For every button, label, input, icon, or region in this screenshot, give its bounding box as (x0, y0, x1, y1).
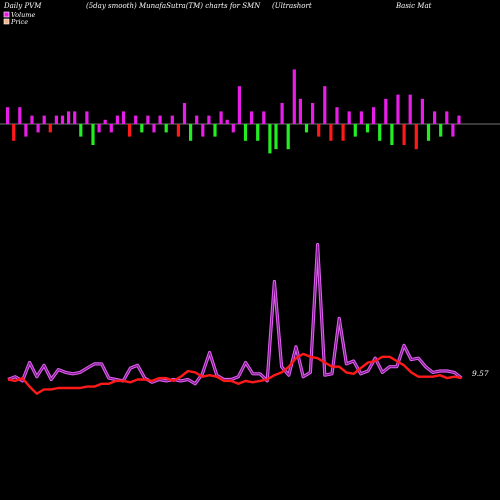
volume-bar (73, 111, 77, 124)
chart-title-left: Daily PVM (3, 2, 42, 10)
legend-price-swatch (3, 18, 10, 25)
volume-bar (195, 115, 199, 124)
volume-bar (256, 124, 260, 141)
volume-bar (353, 124, 357, 137)
volume-bar (280, 103, 284, 124)
price-line (7, 352, 462, 395)
volume-bar (146, 115, 150, 124)
volume-bar (262, 111, 266, 124)
last-price-label: 9.57 (472, 369, 489, 378)
volume-bar (48, 124, 52, 133)
volume-bar (54, 115, 58, 124)
volume-bar (420, 98, 424, 124)
volume-bar (384, 98, 388, 124)
volume-bar (378, 124, 382, 141)
volume-bar (243, 124, 248, 141)
volume-bar (189, 124, 193, 141)
volume-bar (91, 124, 95, 145)
volume-bar (408, 94, 412, 124)
volume-bar (134, 115, 138, 124)
volume-bar (201, 124, 205, 137)
chart-title-middle: (5day smooth) MunafaSutra(TM) charts for… (86, 2, 261, 10)
volume-bar (426, 124, 431, 141)
volume-bar (323, 86, 327, 124)
volume-bar (231, 124, 235, 133)
volume-bar (329, 124, 333, 141)
volume-bar (445, 111, 449, 124)
volume-bar (152, 124, 156, 133)
volume-bar (170, 115, 174, 124)
volume-bar (317, 124, 321, 137)
volume-bar (372, 107, 376, 124)
volume-bar (286, 124, 290, 150)
volume-bar (103, 119, 107, 124)
volume-bar (121, 111, 126, 124)
volume-bar (347, 111, 351, 124)
volume-bar (304, 124, 309, 133)
volume-bar (439, 124, 443, 137)
volume-bar (268, 124, 272, 154)
volume-bar (79, 124, 83, 137)
volume-bar (298, 98, 302, 124)
volume-bar (60, 115, 65, 124)
chart-title-right-b: Basic Mat (395, 2, 432, 10)
volume-bar (24, 124, 28, 137)
volume-bar (335, 107, 339, 124)
volume-bar (42, 115, 46, 124)
volume-bar (128, 124, 132, 137)
volume-line (7, 244, 462, 385)
volume-bar (219, 111, 223, 124)
volume-bar (30, 115, 34, 124)
volume-bar (359, 111, 363, 124)
volume-bar (457, 115, 461, 124)
volume-bar (140, 124, 144, 133)
volume-bar (402, 124, 406, 145)
volume-bar (451, 124, 455, 137)
volume-bar (213, 124, 217, 137)
volume-bar (396, 94, 400, 124)
volume-bar (67, 111, 71, 124)
volume-bar (12, 124, 16, 141)
volume-bar (18, 107, 22, 124)
volume-bar (390, 124, 394, 145)
volume-bar (164, 124, 168, 133)
volume-bar (176, 124, 180, 137)
volume-bar (225, 119, 229, 124)
volume-bar (365, 124, 370, 133)
volume-line-outline (7, 243, 463, 386)
volume-bar (311, 103, 315, 124)
chart-title-right-a: (Ultrashort (272, 2, 312, 10)
volume-bars (6, 69, 461, 154)
volume-bar (207, 115, 211, 124)
volume-bar (6, 107, 10, 124)
volume-bar (274, 124, 278, 150)
volume-bar (250, 111, 254, 124)
volume-bar (36, 124, 40, 133)
volume-bar (109, 124, 113, 133)
volume-bar (182, 103, 187, 124)
volume-bar (292, 69, 296, 124)
volume-bar (414, 124, 418, 150)
volume-bar (85, 111, 89, 124)
price-volume-lines (7, 243, 463, 395)
legend-volume-label: Volume (11, 11, 35, 19)
volume-bar (341, 124, 345, 141)
volume-bar (115, 115, 119, 124)
volume-bar (433, 111, 437, 124)
volume-bar (158, 115, 162, 124)
legend-volume-swatch (3, 11, 10, 18)
volume-bar (97, 124, 101, 133)
legend-price-label: Price (10, 18, 28, 26)
volume-bar (237, 86, 241, 124)
